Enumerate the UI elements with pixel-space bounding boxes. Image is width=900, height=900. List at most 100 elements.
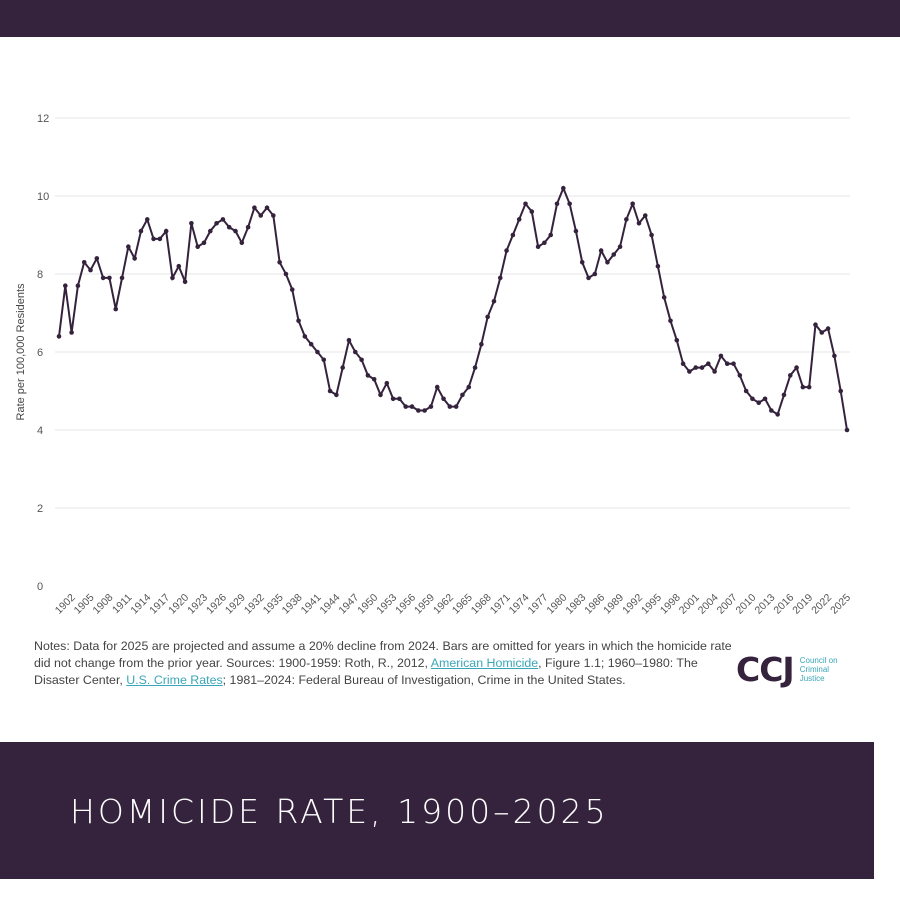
x-tick-label: 1998 — [658, 592, 683, 617]
data-point — [340, 365, 345, 370]
data-point — [781, 392, 787, 398]
x-tick-label: 1995 — [639, 592, 664, 617]
data-point — [258, 213, 264, 218]
logo-mark: CCJ — [736, 650, 795, 689]
data-point — [504, 248, 509, 253]
x-tick-label: 2022 — [809, 592, 834, 617]
data-point — [548, 232, 554, 238]
data-point — [718, 353, 724, 359]
data-point — [302, 334, 308, 339]
x-tick-label: 2025 — [828, 592, 853, 617]
data-point — [598, 248, 604, 253]
data-point — [132, 256, 137, 261]
data-point — [384, 380, 390, 386]
y-tick-label: 4 — [37, 425, 43, 437]
ccj-logo: CCJ Council on Criminal Justice — [736, 650, 850, 689]
data-point — [832, 353, 837, 359]
data-point — [214, 221, 219, 226]
data-point — [201, 240, 207, 246]
data-point — [787, 373, 793, 378]
data-point — [693, 365, 699, 370]
us-crime-rates-link[interactable]: U.S. Crime Rates — [126, 673, 223, 687]
data-point — [233, 228, 238, 234]
data-point — [661, 295, 667, 300]
data-point — [472, 365, 478, 370]
data-point — [535, 244, 541, 249]
data-point — [422, 408, 427, 413]
y-tick-label: 8 — [37, 269, 43, 281]
data-point — [579, 260, 585, 265]
title-band: HOMICIDE RATE, 1900–2025 — [0, 742, 874, 879]
data-point — [315, 349, 320, 355]
data-point — [510, 232, 516, 238]
data-point — [617, 244, 623, 249]
data-point — [126, 244, 131, 249]
data-point — [182, 279, 188, 285]
logo-text: Council on Criminal Justice — [799, 656, 838, 683]
data-point — [756, 400, 762, 406]
x-tick-label: 2001 — [677, 592, 702, 617]
data-point — [561, 185, 566, 191]
x-tick-label: 1932 — [242, 592, 267, 617]
data-point — [611, 252, 617, 257]
data-point — [573, 228, 579, 234]
x-tick-label: 1971 — [488, 592, 513, 617]
data-point — [567, 201, 572, 207]
data-point — [327, 388, 333, 394]
x-tick-label: 2019 — [790, 592, 815, 617]
data-point — [680, 361, 686, 367]
x-tick-label: 1935 — [261, 592, 286, 617]
data-point — [706, 361, 711, 367]
x-tick-label: 1986 — [582, 592, 607, 617]
american-homicide-link[interactable]: American Homicide — [430, 656, 539, 670]
data-point — [75, 283, 81, 289]
x-tick-label: 1923 — [185, 592, 210, 617]
data-point — [624, 217, 629, 222]
data-point — [743, 388, 749, 394]
data-point — [447, 404, 453, 409]
y-tick-label: 12 — [37, 113, 49, 125]
series-line — [58, 185, 848, 431]
data-point — [195, 244, 200, 249]
data-point — [687, 369, 692, 374]
data-point — [762, 396, 768, 402]
x-tick-label: 1959 — [412, 592, 437, 617]
data-point — [825, 326, 831, 331]
data-point — [94, 256, 100, 261]
y-tick-label: 2 — [37, 503, 43, 515]
x-tick-label: 1908 — [91, 592, 116, 617]
data-point — [189, 221, 194, 226]
data-point — [750, 396, 755, 402]
data-point — [724, 361, 730, 367]
data-point — [151, 236, 156, 242]
data-point — [605, 260, 610, 265]
data-point — [491, 299, 497, 304]
data-point — [239, 240, 245, 246]
data-point — [529, 209, 535, 214]
x-tick-label: 2013 — [752, 592, 777, 617]
x-tick-label: 1974 — [507, 592, 532, 617]
x-tick-label: 1947 — [336, 592, 361, 617]
data-point — [554, 201, 560, 207]
x-tick-label: 1944 — [317, 592, 342, 617]
data-point — [731, 361, 736, 367]
data-point — [264, 205, 270, 210]
data-point — [497, 275, 503, 281]
x-tick-label: 1980 — [544, 592, 569, 617]
x-tick-label: 2010 — [734, 592, 759, 617]
data-point — [794, 365, 799, 370]
x-tick-label: 1938 — [280, 592, 305, 617]
data-point — [485, 314, 490, 320]
x-tick-label: 1902 — [53, 592, 78, 617]
y-axis-label: Rate per 100,000 Residents — [15, 283, 27, 420]
data-point — [157, 236, 163, 242]
x-tick-label: 1929 — [223, 592, 248, 617]
data-point — [176, 263, 182, 269]
data-point — [516, 217, 522, 222]
data-point — [390, 396, 396, 402]
data-point — [800, 384, 806, 390]
x-tick-label: 2007 — [715, 592, 740, 617]
data-point — [289, 287, 295, 292]
data-point — [371, 377, 377, 382]
data-point — [819, 330, 825, 335]
